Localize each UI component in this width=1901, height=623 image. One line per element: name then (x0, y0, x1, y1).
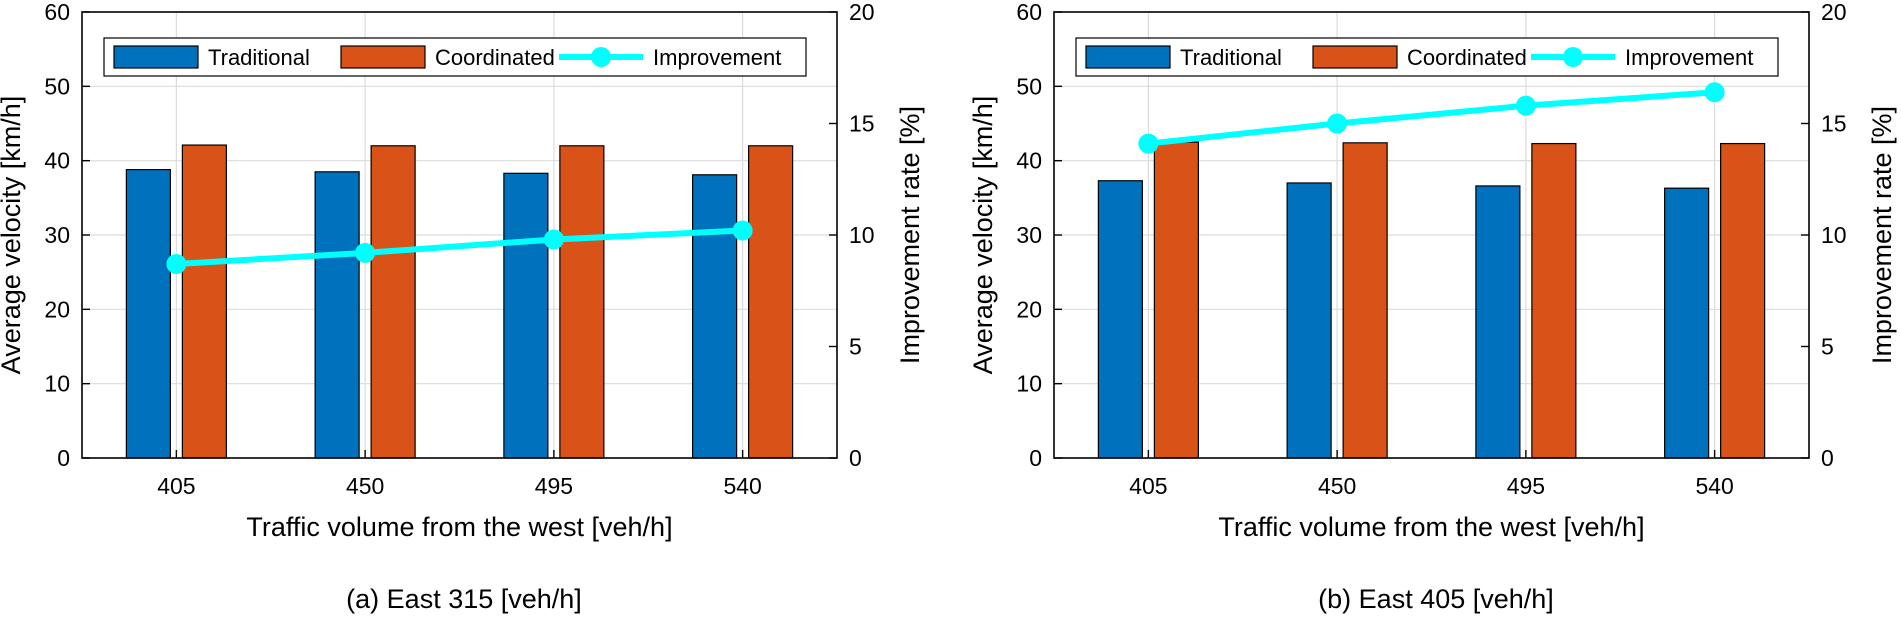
panel-caption: (a) East 315 [veh/h] (346, 584, 582, 614)
x-tick-label: 405 (157, 473, 195, 499)
left-tick-label: 20 (1016, 296, 1042, 322)
improvement-line (1148, 89, 1715, 147)
bar-coordinated-450 (370, 145, 416, 459)
improvement-point-405 (166, 253, 187, 274)
bar-traditional-450 (314, 171, 360, 459)
left-tick-label: 30 (1016, 222, 1042, 248)
left-tick-label: 10 (1016, 371, 1042, 397)
left-tick-label: 50 (44, 73, 70, 99)
y-axis-right-label: Improvement rate [%] (1867, 106, 1897, 364)
bar-traditional-405 (1097, 180, 1143, 459)
bar-traditional-540 (692, 174, 738, 459)
legend-swatch-coordinated (340, 45, 426, 69)
bar-traditional-450 (1286, 182, 1332, 459)
bar-traditional-495 (503, 172, 549, 459)
y-axis-label: Average velocity [km/h] (0, 96, 26, 375)
left-tick-label: 10 (44, 371, 70, 397)
legend-marker-improvement (591, 47, 611, 67)
right-tick-label: 15 (849, 111, 875, 137)
right-tick-label: 0 (849, 445, 862, 471)
legend-label-coordinated: Coordinated (435, 45, 555, 70)
right-tick-label: 20 (1821, 0, 1847, 25)
chart-panel-b: 0 10 20 30 40 50 60 0 5 10 15 20 405 450 495 540 Average… (968, 0, 1897, 614)
bar-coordinated-405 (181, 144, 227, 459)
right-tick-label: 20 (849, 0, 875, 25)
improvement-point-495 (543, 229, 564, 250)
right-tick-label: 5 (1821, 334, 1834, 360)
improvement-point-405 (1138, 133, 1159, 154)
chart-panel-a: 0 10 20 30 40 50 60 0 5 10 15 20 405 450 495 540 Average… (0, 0, 925, 614)
right-tick-label: 0 (1821, 445, 1834, 471)
legend-swatch-traditional (113, 45, 199, 69)
bar-coordinated-495 (1531, 142, 1577, 459)
left-tick-label: 0 (57, 445, 70, 471)
left-tick-label: 30 (44, 222, 70, 248)
legend-label-improvement: Improvement (1625, 45, 1753, 70)
bar-traditional-495 (1475, 185, 1521, 459)
x-axis-label: Traffic volume from the west [veh/h] (246, 512, 672, 542)
y-axis-label: Average velocity [km/h] (968, 96, 998, 375)
right-tick-label: 5 (849, 334, 862, 360)
x-tick-label: 450 (346, 473, 384, 499)
bar-coordinated-540 (1720, 142, 1766, 459)
legend-label-traditional: Traditional (1180, 45, 1282, 70)
right-tick-label: 15 (1821, 111, 1847, 137)
improvement-point-450 (355, 242, 376, 263)
left-tick-label: 50 (1016, 73, 1042, 99)
x-tick-label: 495 (535, 473, 573, 499)
bar-traditional-405 (125, 168, 171, 459)
bar-coordinated-450 (1342, 142, 1388, 459)
right-tick-label: 10 (1821, 222, 1847, 248)
legend: Traditional Coordinated Improvement (103, 37, 807, 77)
left-tick-label: 0 (1029, 445, 1042, 471)
left-tick-label: 40 (1016, 148, 1042, 174)
legend-label-traditional: Traditional (208, 45, 310, 70)
bar-coordinated-405 (1153, 141, 1199, 459)
improvement-point-540 (1704, 82, 1725, 103)
left-tick-label: 60 (44, 0, 70, 25)
improvement-point-450 (1327, 113, 1348, 134)
panel-caption: (b) East 405 [veh/h] (1318, 584, 1554, 614)
legend: Traditional Coordinated Improvement (1075, 37, 1779, 77)
bar-traditional-540 (1664, 187, 1710, 459)
x-axis-label: Traffic volume from the west [veh/h] (1218, 512, 1644, 542)
x-tick-label: 450 (1318, 473, 1356, 499)
left-tick-label: 40 (44, 148, 70, 174)
bar-coordinated-495 (559, 145, 605, 459)
improvement-line (176, 227, 743, 267)
right-tick-label: 10 (849, 222, 875, 248)
left-tick-label: 60 (1016, 0, 1042, 25)
x-tick-label: 540 (723, 473, 761, 499)
x-tick-label: 495 (1507, 473, 1545, 499)
bar-coordinated-540 (748, 145, 794, 459)
x-tick-label: 405 (1129, 473, 1167, 499)
left-tick-label: 20 (44, 296, 70, 322)
legend-marker-improvement (1563, 47, 1583, 67)
legend-box (103, 37, 807, 77)
legend-label-coordinated: Coordinated (1407, 45, 1527, 70)
improvement-point-540 (732, 220, 753, 241)
legend-swatch-traditional (1085, 45, 1171, 69)
legend-swatch-coordinated (1312, 45, 1398, 69)
legend-box (1075, 37, 1779, 77)
y-axis-right-label: Improvement rate [%] (895, 106, 925, 364)
legend-label-improvement: Improvement (653, 45, 781, 70)
x-tick-label: 540 (1695, 473, 1733, 499)
improvement-point-495 (1515, 95, 1536, 116)
